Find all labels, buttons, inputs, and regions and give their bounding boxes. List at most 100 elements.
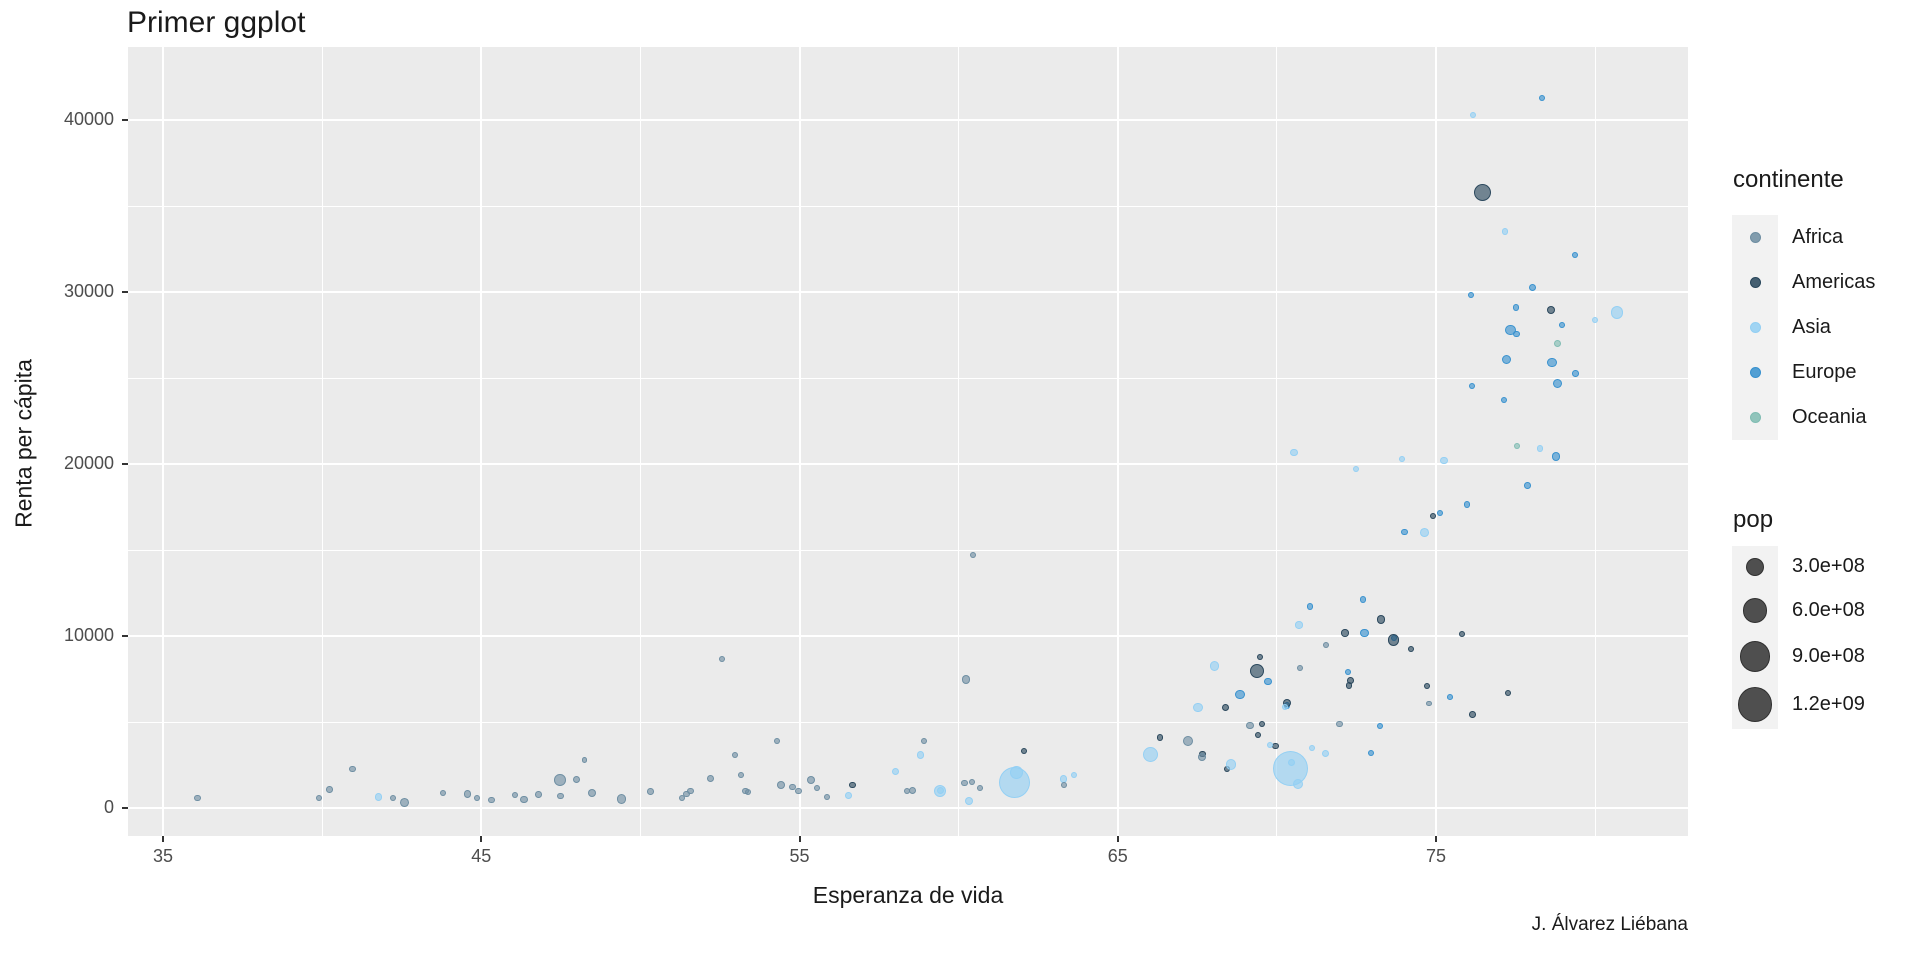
minor-gridline-x — [639, 47, 641, 836]
data-point — [1571, 252, 1579, 259]
data-point — [1538, 94, 1545, 102]
data-point — [1458, 630, 1466, 638]
y-axis-tick — [122, 807, 128, 809]
data-point — [936, 786, 945, 795]
data-point — [572, 775, 580, 783]
legend-label: Americas — [1792, 271, 1876, 293]
size-legend-label: 6.0e+08 — [1792, 598, 1865, 621]
data-point — [1290, 448, 1298, 457]
data-point — [1193, 702, 1203, 713]
data-point — [969, 779, 976, 786]
data-point — [683, 790, 690, 798]
x-axis-tick — [1116, 836, 1119, 842]
data-point — [1505, 324, 1516, 336]
data-point — [1536, 445, 1544, 452]
pop-key-dot — [1742, 598, 1768, 623]
data-point — [961, 779, 968, 787]
data-point — [1359, 596, 1367, 603]
data-point — [795, 787, 803, 795]
data-point — [1610, 306, 1624, 319]
pop-key-dot — [1737, 687, 1773, 722]
data-point — [557, 792, 564, 800]
x-axis-tick — [162, 836, 164, 842]
continent-key-dot — [1749, 232, 1761, 243]
data-point — [1198, 752, 1207, 761]
size-legend-label: 9.0e+08 — [1792, 644, 1865, 667]
minor-gridline-x — [321, 47, 323, 836]
major-gridline-x — [798, 47, 801, 836]
legend-label: Europe — [1792, 361, 1857, 383]
y-axis-tick — [122, 119, 128, 121]
y-axis-title: Renta per cápita — [10, 359, 37, 528]
data-point — [904, 788, 911, 795]
major-gridline-y — [128, 463, 1688, 465]
y-axis-tick-label: 0 — [103, 797, 114, 817]
data-point — [920, 737, 927, 744]
y-axis-tick-label: 40000 — [63, 109, 114, 129]
data-point — [1558, 322, 1565, 329]
legend-label: Africa — [1792, 226, 1844, 248]
data-point — [1297, 665, 1304, 671]
data-point — [1272, 742, 1279, 750]
data-point — [1254, 731, 1261, 739]
data-point — [1156, 734, 1164, 741]
y-axis-tick-label: 10000 — [63, 625, 114, 645]
x-axis-tick-label: 35 — [152, 846, 174, 866]
x-axis-tick — [480, 836, 483, 842]
data-point — [1353, 466, 1360, 473]
y-axis-tick — [122, 463, 128, 465]
data-point — [1512, 304, 1520, 311]
data-point — [1272, 751, 1308, 787]
data-point — [1528, 284, 1536, 292]
data-point — [1258, 720, 1266, 727]
major-gridline-y — [128, 807, 1688, 809]
data-point — [1367, 750, 1374, 757]
data-point — [1070, 772, 1077, 779]
data-point — [773, 738, 780, 745]
data-point — [1501, 354, 1512, 365]
data-point — [961, 675, 971, 684]
data-point — [1430, 512, 1437, 519]
major-gridline-x — [1116, 47, 1119, 836]
x-axis-tick-label: 75 — [1425, 846, 1447, 866]
size-legend-label: 1.2e+09 — [1792, 692, 1865, 715]
data-point — [844, 792, 852, 799]
data-point — [742, 787, 749, 795]
data-point — [849, 781, 856, 789]
data-point — [1183, 736, 1194, 747]
data-point — [1234, 689, 1245, 700]
data-point — [1469, 711, 1476, 718]
data-point — [807, 775, 816, 784]
data-point — [194, 794, 201, 802]
data-point — [1546, 305, 1555, 314]
y-axis-tick-label: 30000 — [63, 281, 114, 301]
continent-key-dot — [1749, 277, 1761, 288]
data-point — [474, 795, 481, 802]
continent-key-dot — [1749, 367, 1761, 378]
data-point — [1226, 759, 1237, 770]
data-point — [892, 768, 900, 776]
minor-gridline-y — [128, 721, 1688, 723]
data-point — [917, 751, 925, 759]
data-point — [1401, 528, 1408, 536]
data-point — [1344, 668, 1352, 676]
data-point — [1500, 396, 1507, 404]
data-point — [1360, 629, 1369, 638]
size-legend-title: pop — [1733, 506, 1774, 533]
minor-gridline-y — [128, 377, 1688, 379]
data-point — [647, 788, 654, 796]
data-point — [776, 780, 785, 789]
data-point — [1469, 111, 1476, 118]
data-point — [616, 794, 627, 804]
data-point — [1572, 370, 1579, 377]
major-gridline-y — [128, 635, 1688, 637]
data-point — [1306, 603, 1314, 610]
major-gridline-x — [480, 47, 483, 836]
pop-key-dot — [1739, 641, 1771, 672]
data-point — [1250, 664, 1265, 679]
continent-key-dot — [1749, 322, 1761, 333]
data-point — [789, 783, 796, 790]
x-axis-title: Esperanza de vida — [812, 882, 1004, 908]
x-axis-tick — [1435, 836, 1437, 842]
